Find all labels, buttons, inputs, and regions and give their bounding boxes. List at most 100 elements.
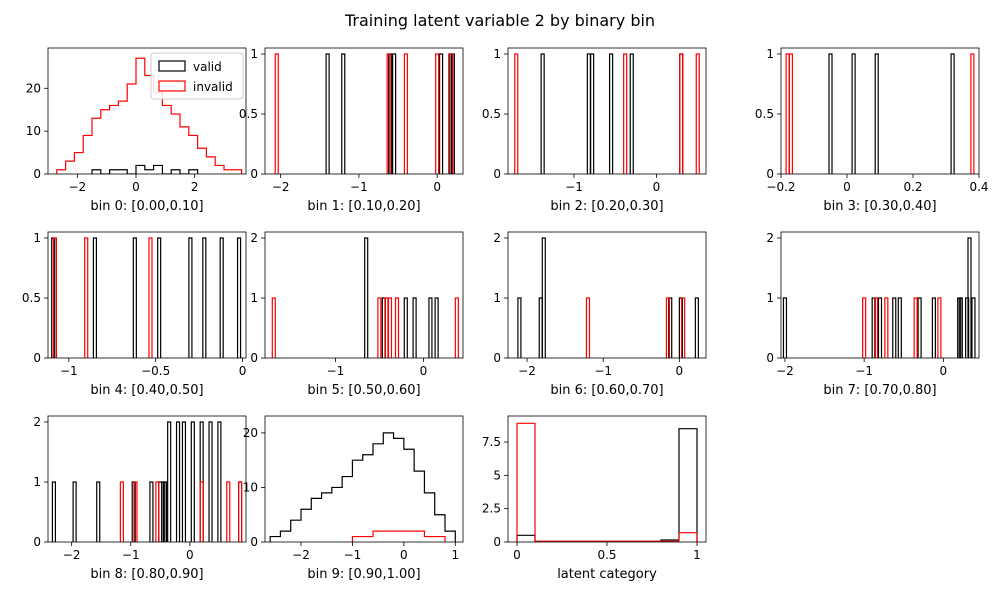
hist-bar — [517, 297, 522, 358]
plot-area — [516, 422, 698, 542]
hist-bar — [884, 297, 889, 358]
hist-bar — [387, 297, 393, 358]
x-axis-label: bin 8: [0.80,0.90] — [90, 567, 203, 582]
subplot-10: 0 0.5 1 0 2.5 5 7.5 latent category — [482, 415, 707, 582]
y-tick-label: 1 — [250, 47, 258, 61]
hist-bar — [965, 297, 970, 358]
hist-bar — [325, 53, 330, 174]
y-tick-label: 0 — [250, 351, 258, 365]
series-invalid — [274, 53, 454, 174]
hist-bar — [514, 53, 519, 174]
x-tick-label: 0 — [676, 364, 684, 378]
hist-bar — [199, 481, 204, 542]
series-valid — [51, 421, 243, 542]
hist-step-line — [516, 428, 698, 542]
x-tick-label: −1 — [344, 548, 362, 562]
y-tick-label: 0 — [493, 535, 501, 549]
series-valid — [828, 53, 955, 174]
x-tick-label: −1 — [855, 364, 873, 378]
x-tick-label: 0 — [653, 180, 661, 194]
x-tick-label: −1 — [122, 548, 140, 562]
x-tick-label: −2 — [63, 548, 81, 562]
x-tick-label: −1 — [60, 364, 78, 378]
subplot-8: −2 −1 0 0 1 2 bin 8: [0.80,0.90] — [33, 415, 247, 582]
x-tick-label: 0.4 — [969, 180, 988, 194]
hist-bar — [428, 297, 433, 358]
x-tick-label: 0 — [513, 548, 521, 562]
hist-bar — [133, 481, 138, 542]
hist-bar — [877, 297, 883, 358]
plot-area — [782, 237, 976, 358]
y-tick-label: 0.5 — [22, 291, 41, 305]
hist-bar — [623, 53, 628, 174]
x-tick-label: −1 — [594, 364, 612, 378]
axes-frame — [264, 47, 464, 175]
hist-bar — [434, 297, 439, 358]
axes-frame — [780, 231, 980, 359]
hist-bar — [190, 421, 195, 542]
x-tick-label: −2 — [68, 180, 86, 194]
hist-bar — [384, 297, 389, 358]
x-tick-label: −2 — [272, 180, 290, 194]
hist-bar — [950, 53, 955, 174]
series-valid — [516, 428, 698, 542]
x-tick-label: −1 — [327, 364, 345, 378]
y-tick-label: 7.5 — [482, 435, 501, 449]
legend-swatch — [158, 60, 186, 72]
axes-frame — [47, 47, 247, 175]
hist-bar — [167, 421, 172, 542]
x-tick-label: 0.5 — [597, 548, 616, 562]
hist-bar — [237, 481, 243, 542]
x-tick-label: 0 — [132, 180, 140, 194]
hist-bar — [217, 421, 222, 542]
hist-bar — [851, 53, 856, 174]
y-tick-label: 0 — [250, 535, 258, 549]
series-valid — [517, 237, 699, 358]
y-tick-label: 20 — [26, 81, 41, 95]
x-tick-label: −0.5 — [141, 364, 170, 378]
x-tick-label: 0 — [843, 180, 851, 194]
legend-label: invalid — [193, 80, 233, 94]
axes-frame — [47, 415, 247, 543]
axes-frame — [507, 47, 707, 175]
hist-bar — [679, 53, 684, 174]
hist-bar — [403, 297, 408, 358]
y-tick-label: 2.5 — [482, 502, 501, 516]
series-invalid — [516, 422, 698, 542]
y-tick-label: 0.5 — [239, 107, 258, 121]
subplot-1: −2 −1 0 0 0.5 1 bin 1: [0.10,0.20] — [239, 47, 464, 214]
hist-bar — [341, 53, 346, 174]
plot-area — [51, 421, 243, 542]
y-tick-label: 0 — [766, 351, 774, 365]
hist-step-line — [56, 57, 243, 174]
hist-bar — [202, 237, 207, 358]
hist-bar — [226, 481, 231, 542]
hist-step-line — [269, 432, 456, 542]
hist-bar — [931, 297, 936, 358]
series-valid — [269, 432, 456, 542]
hist-bar — [148, 237, 153, 358]
hist-bar — [412, 297, 417, 358]
x-tick-label: 0 — [186, 548, 194, 562]
y-tick-label: 0 — [33, 351, 41, 365]
hist-bar — [668, 297, 673, 358]
x-tick-label: 0 — [433, 180, 441, 194]
axes-frame — [780, 47, 980, 175]
x-tick-label: 0 — [239, 364, 247, 378]
series-invalid — [785, 53, 975, 174]
y-tick-label: 0.5 — [482, 107, 501, 121]
hist-bar — [917, 297, 922, 358]
x-axis-label: bin 7: [0.70,0.80] — [823, 383, 936, 398]
hist-bar — [157, 237, 162, 358]
hist-bar — [958, 297, 963, 358]
x-axis-label: bin 9: [0.90,1.00] — [307, 567, 420, 582]
y-tick-label: 1 — [766, 291, 774, 305]
subplot-4: −1 −0.5 0 0 0.5 1 bin 4: [0.40,0.50] — [22, 231, 247, 398]
y-tick-label: 5 — [493, 468, 501, 482]
axes-frame — [507, 231, 707, 359]
hist-step-line — [351, 530, 446, 542]
plot-area — [56, 57, 243, 174]
